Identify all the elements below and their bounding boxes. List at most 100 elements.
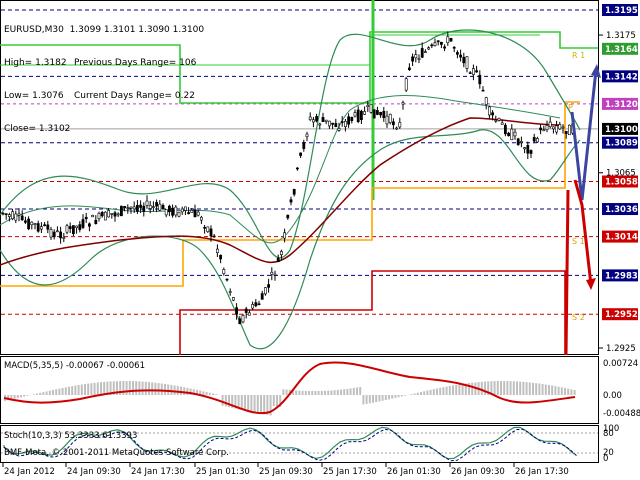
candle-body xyxy=(324,119,328,122)
macd-histogram-bar xyxy=(333,390,336,395)
macd-histogram-bar xyxy=(327,390,330,395)
candle-body xyxy=(244,308,248,313)
candle-body xyxy=(75,225,79,229)
macd-histogram-bar xyxy=(234,395,237,409)
stoch-axis-label: 100 xyxy=(603,424,619,434)
arrow-up-head xyxy=(591,64,601,78)
macd-histogram-bar xyxy=(276,395,278,407)
macd-axis-label: -0.00488 xyxy=(603,409,640,419)
macd-histogram-bar xyxy=(247,395,250,412)
stoch-signal-line xyxy=(3,428,578,462)
macd-histogram-bar xyxy=(519,381,522,395)
macd-histogram-bar xyxy=(112,381,115,395)
macd-histogram-bar xyxy=(317,390,320,395)
macd-histogram-bar xyxy=(202,391,205,395)
price-tag: 1.3120 xyxy=(605,100,638,110)
candle-body xyxy=(238,318,242,325)
macd-histogram-bar xyxy=(381,395,384,401)
price-tag: 1.3100 xyxy=(605,125,638,135)
macd-histogram-bar xyxy=(170,384,173,395)
macd-histogram-bar xyxy=(109,381,112,395)
candle-body xyxy=(407,67,411,71)
macd-histogram-bar xyxy=(375,395,378,403)
candle-body xyxy=(152,206,155,208)
candle-body xyxy=(478,74,482,85)
candle-body xyxy=(59,231,63,239)
macd-histogram-bar xyxy=(413,393,416,395)
candle-body xyxy=(420,48,424,58)
macd-histogram-bar xyxy=(522,381,525,395)
candle-body xyxy=(171,207,175,216)
price-label: 1.3065 xyxy=(606,169,636,179)
macd-histogram-bar xyxy=(554,386,557,395)
candle-body xyxy=(385,115,389,125)
macd-histogram-bar xyxy=(103,381,106,395)
macd-histogram-bar xyxy=(164,383,166,395)
macd-histogram-bar xyxy=(426,390,429,395)
candle-body xyxy=(168,205,171,213)
macd-histogram-bar xyxy=(362,395,365,405)
candle-body xyxy=(302,142,306,149)
macd-histogram-bar xyxy=(279,395,282,407)
candle-body xyxy=(311,119,315,123)
macd-histogram-bar xyxy=(538,383,541,395)
price-label: 1.3175 xyxy=(606,31,636,41)
candle-body xyxy=(391,121,395,126)
pivot-label: P xyxy=(568,103,573,112)
candle-body xyxy=(11,211,15,220)
candle-body xyxy=(487,106,491,116)
macd-histogram-bar xyxy=(484,381,486,395)
candle-body xyxy=(232,297,235,301)
pivot-level-lines xyxy=(1,9,598,315)
candle-body xyxy=(8,214,11,217)
price-tag: 1.3089 xyxy=(605,139,638,149)
macd-histogram-bar xyxy=(36,393,38,395)
candle-body xyxy=(94,219,98,225)
macd-histogram-bar xyxy=(301,390,304,395)
candle-body xyxy=(184,206,187,211)
macd-histogram-bar xyxy=(356,387,358,395)
price-candles xyxy=(1,31,575,325)
macd-histogram-bar xyxy=(298,390,301,395)
macd-histogram-bar xyxy=(394,395,397,398)
stochastic-panel[interactable] xyxy=(0,425,599,463)
price-tag: 1.3142 xyxy=(605,72,638,82)
candle-body xyxy=(494,119,498,122)
macd-histogram-bar xyxy=(26,395,29,396)
macd-histogram-bar xyxy=(189,388,192,395)
time-label: 24 Jan 17:30 xyxy=(131,467,185,477)
macd-histogram-bar xyxy=(266,395,269,416)
candle-body xyxy=(542,129,546,132)
candle-body xyxy=(289,199,293,203)
stoch-axis-label: 80 xyxy=(603,429,614,439)
price-tag: 1.3195 xyxy=(605,6,638,16)
price-tag-bg xyxy=(602,136,638,149)
macd-histogram-bar xyxy=(368,395,371,404)
macd-histogram-bar xyxy=(240,395,243,411)
macd-histogram-bar xyxy=(64,387,67,395)
macd-histogram-bar xyxy=(372,395,374,403)
time-label: 24 Jan 2012 xyxy=(4,467,55,477)
macd-histogram-bar xyxy=(532,382,534,395)
candle-body xyxy=(532,136,536,142)
candle-body xyxy=(430,44,434,47)
macd-histogram-bar xyxy=(468,383,470,395)
candle-body xyxy=(4,213,8,215)
macd-histogram-bar xyxy=(144,381,147,395)
candle-body xyxy=(14,213,18,221)
macd-histogram-bar xyxy=(138,381,141,395)
price-tag: 1.2952 xyxy=(605,310,638,320)
candle-body xyxy=(270,271,274,275)
macd-histogram-bar xyxy=(71,386,74,395)
price-chart-panel[interactable] xyxy=(0,0,599,355)
candle-body xyxy=(299,152,303,156)
macd-histogram-bar xyxy=(352,387,355,395)
candle-body xyxy=(120,205,123,217)
candle-body xyxy=(72,225,75,235)
candle-body xyxy=(187,212,191,215)
macd-histogram-bar xyxy=(391,395,394,399)
candle-body xyxy=(558,124,562,130)
macd-histogram-bar xyxy=(250,395,253,413)
macd-histogram-bar xyxy=(260,395,262,414)
